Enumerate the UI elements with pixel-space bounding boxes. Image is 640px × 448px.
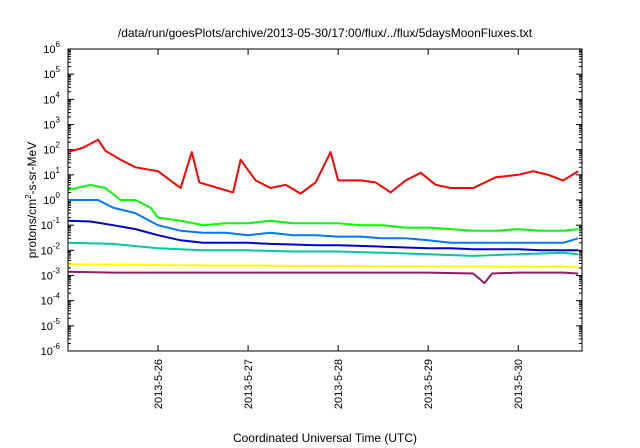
y-tick-label: 10-6 (41, 342, 61, 358)
y-axis-label-sup: 2 (24, 194, 33, 199)
x-tick-label: 2013-5-27 (243, 359, 255, 409)
y-tick-base: 10 (43, 69, 55, 81)
y-tick-exp: -6 (53, 342, 61, 351)
y-tick-exp: 4 (56, 90, 61, 99)
series-line-7 (67, 270, 579, 285)
series-layer (67, 138, 579, 285)
y-tick-label: 10-2 (41, 241, 61, 257)
y-tick-base: 10 (43, 145, 55, 157)
y-tick-exp: -3 (53, 267, 61, 276)
y-tick-exp: 0 (56, 191, 61, 200)
y-tick-exp: 2 (56, 141, 61, 150)
y-tick-exp: -5 (53, 317, 61, 326)
y-tick-label: 105 (43, 65, 60, 81)
y-tick-base: 10 (41, 296, 53, 308)
y-tick-base: 10 (41, 271, 53, 283)
x-tick-label: 2013-5-30 (513, 359, 525, 409)
svg-text:protons/cm2-s-sr-MeV: protons/cm2-s-sr-MeV (24, 142, 39, 258)
y-tick-label: 10-3 (41, 267, 61, 283)
y-tick-base: 10 (43, 120, 55, 132)
series-line-1 (67, 138, 579, 195)
y-tick-exp: 6 (56, 40, 61, 49)
series-line-6 (67, 263, 579, 268)
y-tick-base: 10 (41, 346, 53, 358)
y-axis-label-prefix: protons/cm (25, 199, 39, 258)
y-tick-exp: -1 (53, 216, 61, 225)
y-tick-exp: -2 (53, 241, 61, 250)
y-tick-label: 101 (43, 166, 60, 182)
y-tick-label: 102 (43, 141, 60, 157)
ticks-layer: 10-610-510-410-310-210-11001011021031041… (41, 40, 582, 409)
y-tick-base: 10 (43, 94, 55, 106)
y-tick-base: 10 (43, 170, 55, 182)
y-tick-base: 10 (41, 321, 53, 333)
y-tick-label: 10-4 (41, 292, 61, 308)
chart-title: /data/run/goesPlots/archive/2013-05-30/1… (118, 26, 533, 40)
y-tick-label: 100 (43, 191, 60, 207)
y-tick-base: 10 (43, 195, 55, 207)
y-tick-base: 10 (43, 44, 55, 56)
y-tick-label: 106 (43, 40, 60, 56)
x-tick-label: 2013-5-29 (423, 359, 435, 409)
y-tick-exp: 5 (56, 65, 61, 74)
y-axis-label: protons/cm2-s-sr-MeV (24, 142, 39, 258)
y-tick-label: 103 (43, 116, 60, 132)
y-tick-label: 104 (43, 90, 60, 106)
series-line-2 (67, 183, 579, 232)
x-tick-label: 2013-5-28 (333, 359, 345, 409)
y-tick-label: 10-1 (41, 216, 61, 232)
y-axis-label-suffix: -s-sr-MeV (25, 142, 39, 195)
y-tick-exp: -4 (53, 292, 61, 301)
series-line-3 (68, 199, 579, 244)
series-line-5 (67, 241, 579, 257)
y-tick-base: 10 (41, 220, 53, 232)
y-tick-exp: 1 (56, 166, 61, 175)
series-line-4 (67, 219, 579, 252)
x-tick-label: 2013-5-26 (153, 359, 165, 409)
x-axis-label: Coordinated Universal Time (UTC) (233, 431, 417, 445)
plot-frame (67, 48, 583, 352)
y-tick-exp: 3 (56, 116, 61, 125)
y-tick-base: 10 (41, 245, 53, 257)
y-tick-label: 10-5 (41, 317, 61, 333)
